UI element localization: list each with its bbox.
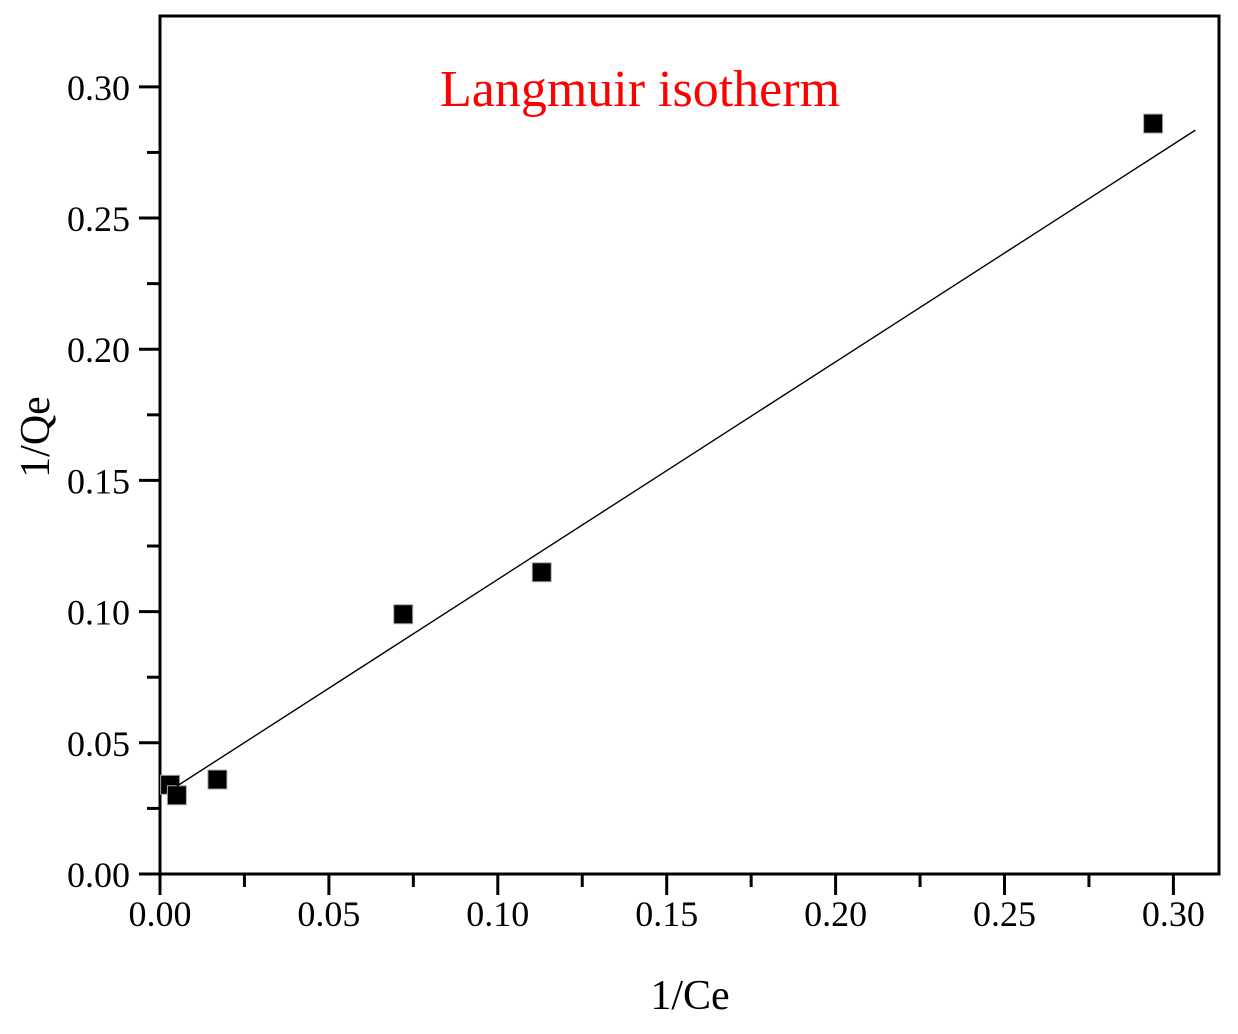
data-point-marker bbox=[531, 562, 552, 583]
x-tick-label: 0.25 bbox=[973, 894, 1036, 934]
y-tick-label: 0.25 bbox=[67, 199, 130, 239]
x-tick-label: 0.15 bbox=[635, 894, 698, 934]
y-tick-label: 0.10 bbox=[67, 593, 130, 633]
data-point-marker bbox=[166, 785, 187, 806]
data-point-marker bbox=[1143, 113, 1164, 134]
plot-border bbox=[158, 14, 1221, 876]
x-tick-label: 0.00 bbox=[129, 894, 192, 934]
x-tick-label: 0.20 bbox=[804, 894, 867, 934]
y-tick-label: 0.00 bbox=[67, 855, 130, 895]
x-tick-label: 0.10 bbox=[466, 894, 529, 934]
data-point-marker bbox=[207, 769, 228, 790]
y-tick-label: 0.05 bbox=[67, 724, 130, 764]
fit-line bbox=[176, 129, 1196, 787]
y-tick-label: 0.20 bbox=[67, 330, 130, 370]
x-axis-label: 1/Ce bbox=[650, 973, 730, 1019]
y-tick-label: 0.15 bbox=[67, 461, 130, 501]
y-tick-label: 0.30 bbox=[67, 68, 130, 108]
x-tick-label: 0.30 bbox=[1142, 894, 1205, 934]
x-tick-label: 0.05 bbox=[297, 894, 360, 934]
data-point-marker bbox=[393, 604, 414, 625]
y-axis-label: 1/Qe bbox=[13, 396, 59, 478]
chart-title: Langmuir isotherm bbox=[439, 61, 841, 118]
